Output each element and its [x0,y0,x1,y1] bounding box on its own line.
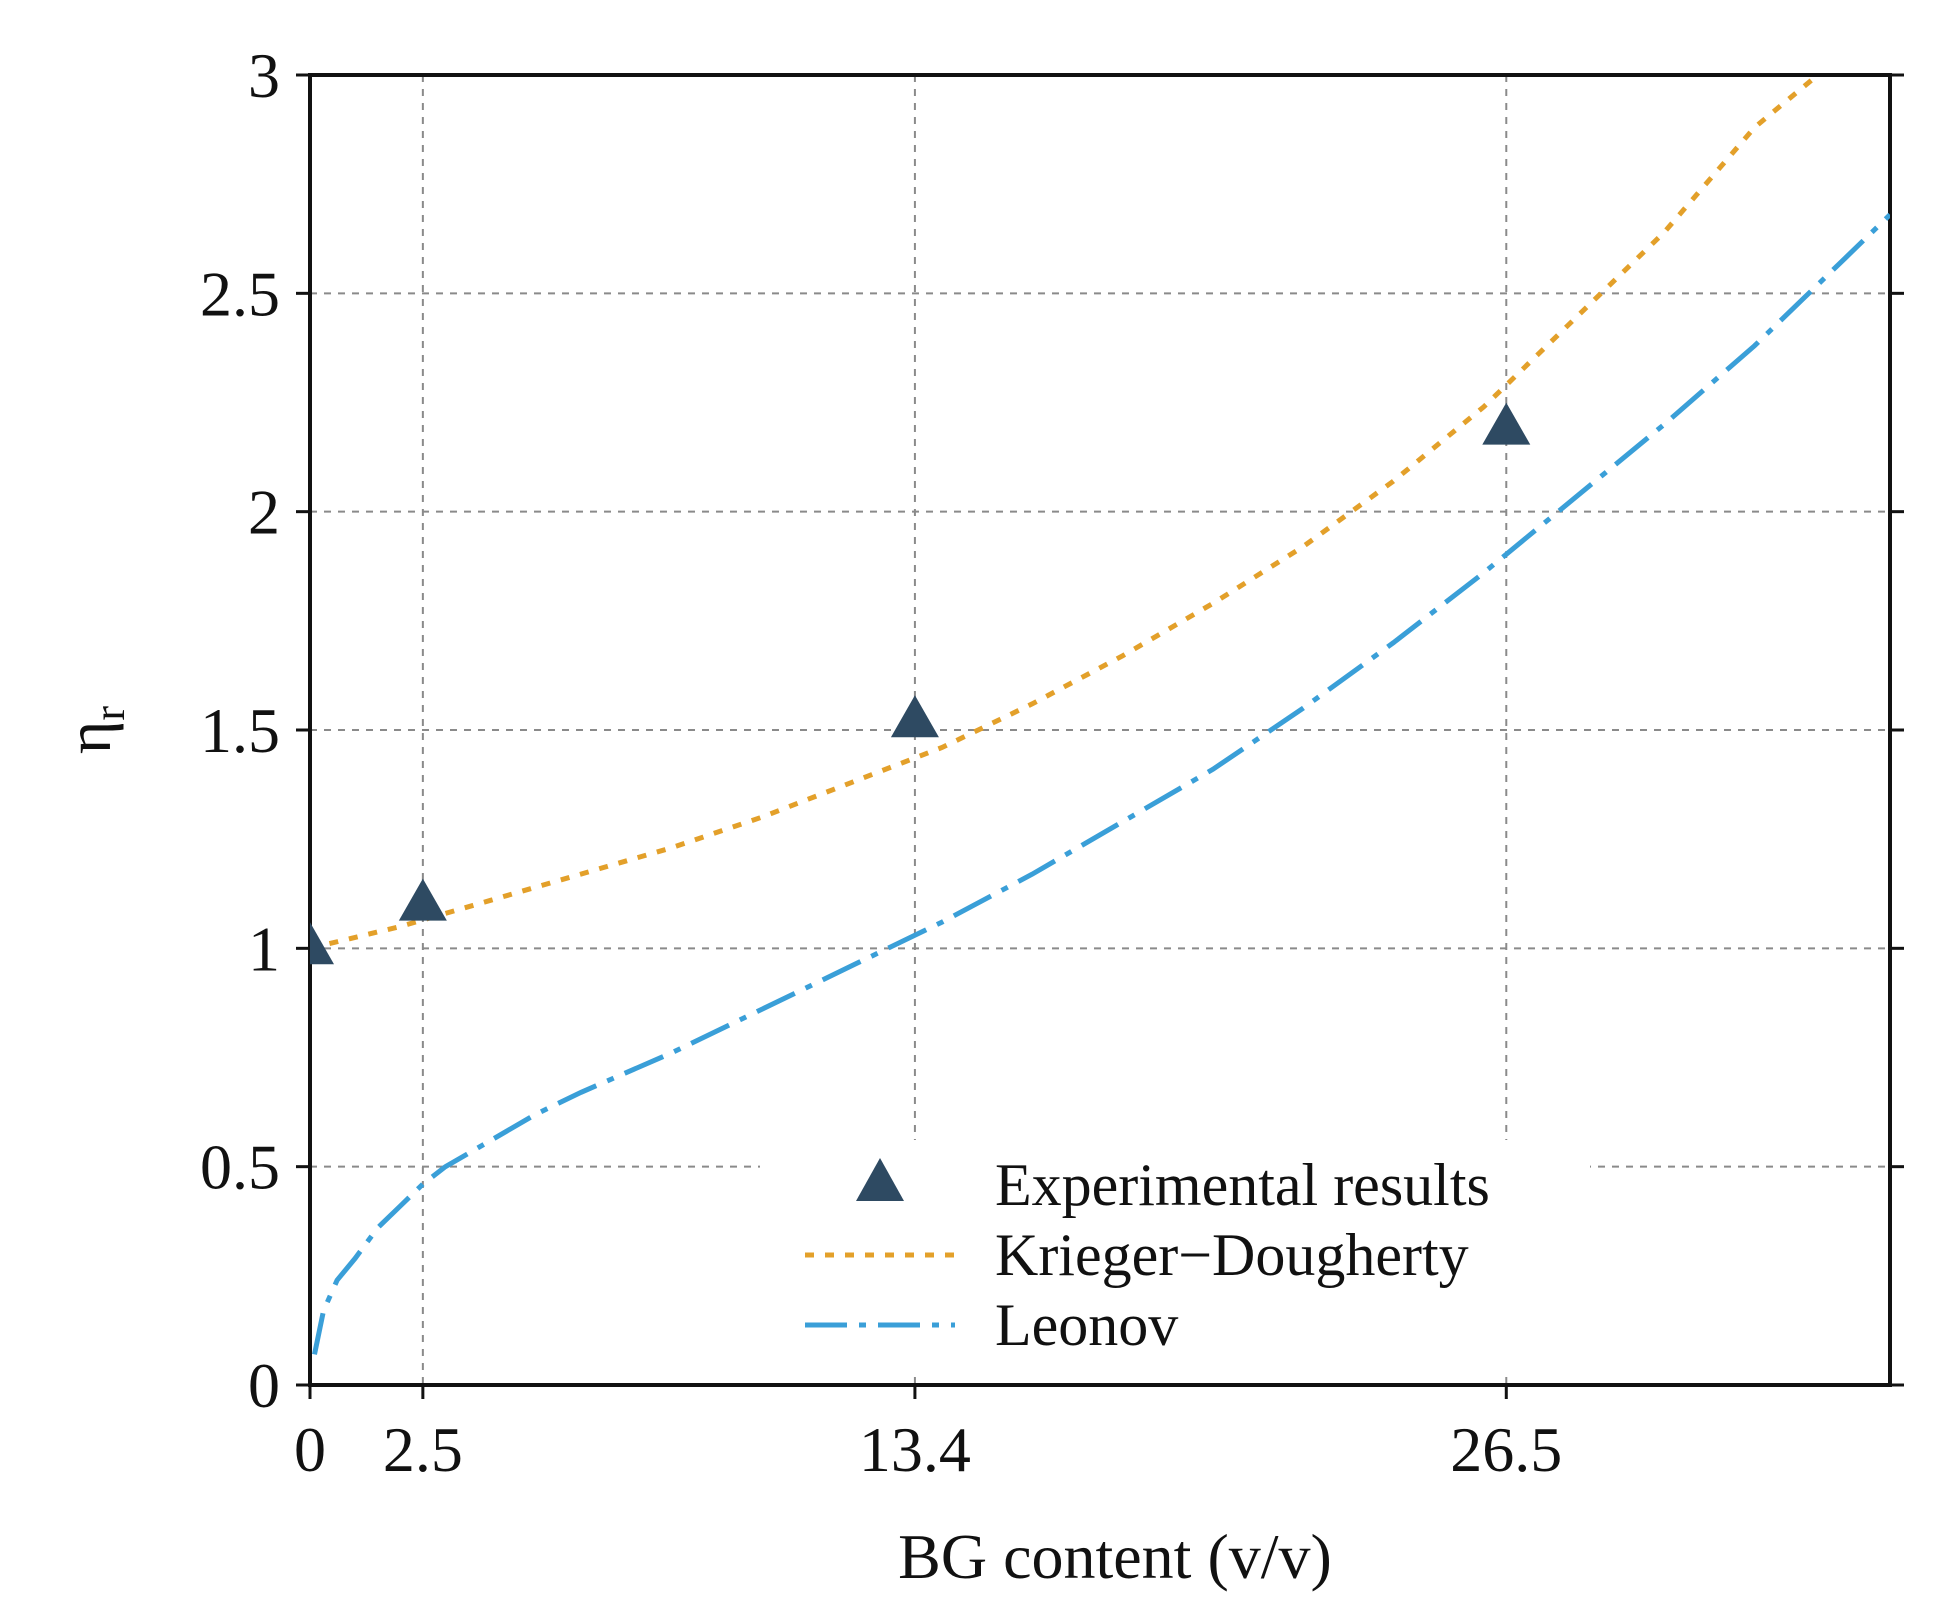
y-axis-title: ηr [53,706,134,754]
series-layer [310,75,1890,1355]
y-tick-label: 1 [248,913,280,984]
series-line-leonov [312,212,1890,1355]
legend-label: Krieger−Dougherty [995,1222,1469,1288]
x-tick-label: 0 [294,1414,326,1485]
x-tick-label: 26.5 [1450,1414,1562,1485]
y-tick-label: 2.5 [200,258,280,329]
data-point-triangle [310,922,334,965]
legend: Experimental resultsKrieger−DoughertyLeo… [760,1140,1590,1375]
tick-layer: 0 2.5 13.4 26.5 0 0.5 1 1.5 2 2.5 3 [200,40,1904,1485]
y-tick-label: 3 [248,40,280,111]
y-tick-label: 0.5 [200,1132,280,1203]
y-tick-label: 1.5 [200,695,280,766]
x-tick-label: 2.5 [383,1414,463,1485]
y-tick-label: 2 [248,477,280,548]
y-axis-title-subscript: r [85,706,134,721]
y-tick-label: 0 [248,1350,280,1421]
data-point-triangle [1482,402,1531,445]
data-point-triangle [398,878,447,921]
x-axis-title: BG content (v/v) [898,1521,1332,1592]
legend-marker-triangle [856,1158,904,1201]
legend-box [760,1140,1590,1375]
y-axis-title-symbol: η [53,721,124,754]
x-tick-label: 13.4 [859,1414,971,1485]
series-line-krieger-dougherty [310,75,1820,951]
legend-label: Experimental results [995,1152,1490,1218]
data-point-triangle [890,695,939,738]
legend-label: Leonov [995,1292,1178,1358]
